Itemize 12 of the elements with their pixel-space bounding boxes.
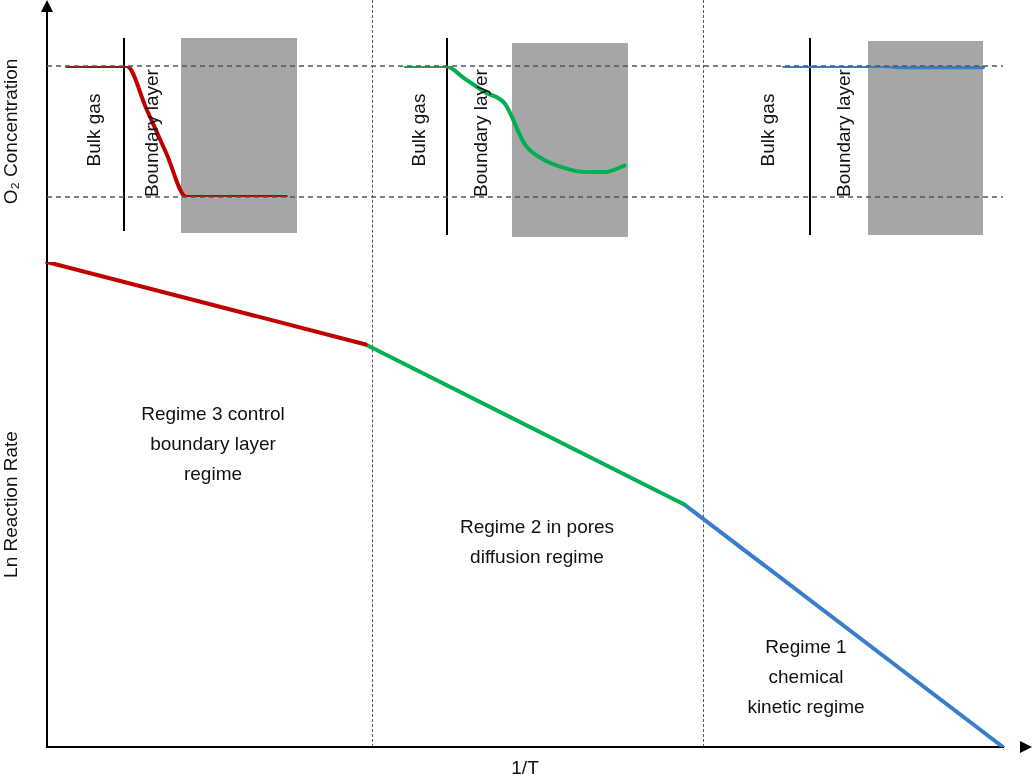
annotation: Bulk gas (408, 93, 430, 167)
annotation: Regime 3 control boundary layer regime (141, 403, 285, 485)
annotation: Boundary layer (470, 68, 492, 197)
y-axis-title: O₂ Concentration (0, 58, 21, 205)
annotation: Bulk gas (83, 93, 105, 167)
annotation: Boundary layer (833, 68, 855, 197)
x-axis-title: 1/T (511, 756, 540, 778)
annotation: Regime 1 chemical kinetic regime (747, 636, 865, 718)
annotation: Boundary layer (141, 68, 163, 197)
y-axis-title: Ln Reaction Rate (0, 431, 21, 578)
annotation: Regime 2 in pores diffusion regime (459, 516, 615, 568)
annotation: Bulk gas (757, 93, 779, 167)
